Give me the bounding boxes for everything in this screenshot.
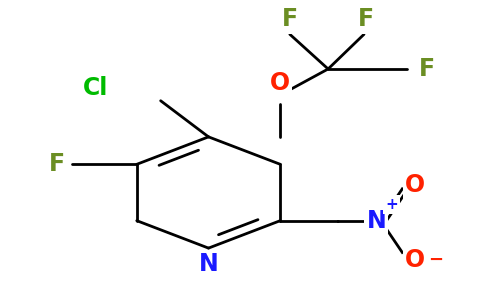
Text: +: + [386,197,398,212]
Text: O: O [405,172,425,197]
Text: F: F [358,8,375,31]
Text: F: F [49,152,65,176]
Text: Cl: Cl [83,76,108,100]
Text: N: N [198,252,218,276]
Text: O: O [270,71,290,95]
Text: −: − [429,251,444,269]
Text: O: O [405,248,425,272]
Text: F: F [282,8,298,31]
Text: N: N [366,209,386,233]
Text: F: F [419,57,435,81]
